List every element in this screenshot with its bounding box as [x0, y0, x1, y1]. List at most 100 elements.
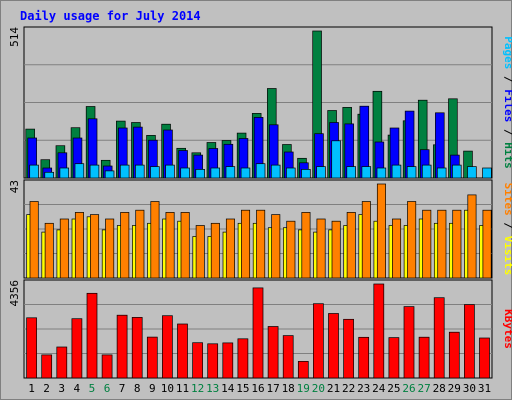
top-pages-bar	[391, 164, 402, 179]
chart-panels	[23, 26, 493, 379]
middle-sites-bar	[301, 212, 311, 279]
middle-sites-bar	[482, 209, 492, 279]
x-tick-label: 1	[28, 382, 35, 395]
x-tick-label: 27	[417, 382, 430, 395]
top-pages-bar	[165, 164, 175, 179]
middle-sites-bar	[210, 222, 220, 279]
bottom-kbytes-bar	[101, 354, 113, 379]
middle-sites-bar	[361, 201, 371, 279]
bottom-kbytes-bar	[388, 337, 400, 379]
x-tick-label: 26	[402, 382, 415, 395]
bottom-kbytes-bar	[222, 342, 234, 379]
middle-sites-bar	[74, 212, 84, 279]
middle-sites-bar	[392, 218, 402, 279]
bottom-kbytes-bar	[343, 318, 354, 379]
bottom-kbytes-bar	[418, 336, 430, 379]
x-tick-label: 5	[89, 382, 96, 395]
x-tick-label: 2	[43, 382, 50, 395]
middle-sites-bar	[331, 220, 341, 279]
top-pages-bar	[210, 167, 221, 179]
bottom-kbytes-bar	[41, 354, 53, 379]
bottom-kbytes-bar	[26, 317, 37, 379]
x-tick-label: 19	[297, 382, 310, 395]
x-tick-label: 21	[327, 382, 340, 395]
middle-sites-bar	[271, 214, 281, 279]
x-tick-label: 4	[73, 382, 80, 395]
bottom-kbytes-bar	[297, 361, 309, 379]
chart-title: Daily usage for July 2014	[20, 9, 201, 23]
bottom-kbytes-bar	[328, 313, 339, 379]
top-pages-bar	[150, 166, 160, 179]
x-axis-day-labels: 1 2 3 4 5 6 7 8 9 10 11 12 13 14 15 16 17 18 19 20 21 22 23 24 2…	[28, 382, 491, 395]
bottom-kbytes-bar	[267, 326, 279, 379]
bottom-kbytes-bar	[162, 315, 173, 379]
top-series-label: Pages / Files / Hits	[502, 36, 512, 169]
middle-sites-bar	[44, 222, 54, 279]
legend-pages: Pages	[502, 36, 512, 69]
middle-sites-bar	[90, 214, 100, 279]
top-pages-bar	[286, 167, 296, 179]
top-pages-bar	[331, 140, 341, 179]
bottom-kbytes-bar	[131, 317, 143, 379]
top-pages-bar	[467, 166, 477, 179]
middle-sites-bar	[256, 209, 266, 279]
top-pages-bar	[376, 167, 387, 179]
legend-sites: Sites	[502, 183, 512, 216]
x-tick-label: 3	[58, 382, 65, 395]
bottom-series-label: KBytes	[502, 309, 512, 349]
middle-sites-bar	[467, 194, 477, 279]
series-legend-labels: Pages / Files / Hits Sites / Visits KBytes	[502, 36, 512, 349]
middle-sites-bar	[225, 218, 235, 279]
legend-hits: Hits	[502, 142, 512, 169]
top-pages-bar	[406, 166, 417, 179]
legend-kbytes: KBytes	[502, 309, 512, 349]
top-pages-bar	[195, 169, 205, 179]
top-pages-bar	[240, 167, 251, 179]
bottom-kbytes-bar	[237, 338, 249, 379]
x-tick-label: 17	[266, 382, 279, 395]
middle-sites-bar	[241, 209, 251, 279]
bottom-kbytes-bar	[116, 314, 128, 379]
x-tick-label: 18	[282, 382, 295, 395]
x-tick-label: 24	[372, 382, 386, 395]
top-pages-bar	[59, 167, 70, 179]
middle-sites-bar	[376, 183, 386, 279]
top-pages-bar	[89, 164, 100, 179]
x-tick-label: 10	[161, 382, 174, 395]
top-pages-bar	[104, 170, 115, 179]
middle-sites-bar	[437, 209, 447, 279]
top-pages-bar	[180, 167, 190, 179]
x-tick-label: 31	[478, 382, 491, 395]
middle-sites-bar	[452, 209, 462, 279]
middle-sites-bar	[407, 201, 417, 279]
x-tick-label: 29	[448, 382, 461, 395]
bottom-kbytes-bar	[192, 342, 203, 379]
bottom-kbytes-bar	[373, 283, 385, 379]
middle-sites-bar	[195, 225, 205, 279]
middle-sites-bar	[165, 212, 175, 279]
x-tick-label: 9	[149, 382, 156, 395]
top-pages-bar	[29, 164, 39, 179]
bottom-kbytes-bar	[433, 297, 445, 379]
top-pages-bar	[482, 167, 492, 179]
x-tick-label: 14	[221, 382, 235, 395]
top-pages-bar	[119, 164, 130, 179]
x-tick-label: 28	[433, 382, 446, 395]
middle-ymax-label: 43	[8, 180, 21, 193]
top-pages-bar	[452, 164, 462, 179]
top-panel	[23, 26, 493, 179]
top-ymax-label: 514	[8, 27, 21, 47]
bottom-ymax-label: 4356	[8, 280, 21, 307]
middle-sites-bar	[105, 218, 115, 279]
top-pages-bar	[301, 169, 311, 179]
middle-sites-bar	[346, 212, 356, 279]
top-pages-bar	[225, 166, 236, 179]
bottom-kbytes-bar	[358, 336, 370, 379]
top-pages-bar	[421, 164, 432, 179]
bottom-kbytes-bar	[71, 318, 83, 379]
x-tick-label: 13	[206, 382, 219, 395]
bottom-kbytes-bar	[403, 306, 415, 379]
bottom-kbytes-bar	[464, 304, 475, 379]
x-tick-label: 15	[236, 382, 249, 395]
